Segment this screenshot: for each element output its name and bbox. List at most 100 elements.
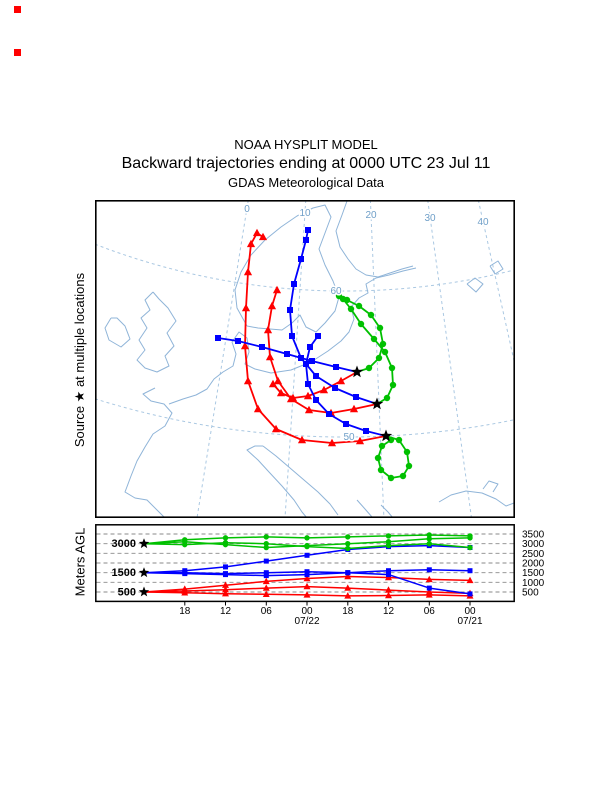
meridian-label: 20: [365, 210, 377, 221]
circle-marker: [385, 542, 392, 549]
square-marker: [298, 256, 304, 262]
coastline: [234, 204, 340, 333]
circle-marker: [370, 335, 378, 343]
circle-marker: [182, 541, 188, 548]
x-tick-label: 06: [424, 606, 436, 617]
left-axis-label: 1500: [112, 567, 136, 579]
x-date-label: 07/21: [457, 616, 482, 627]
meridian-line: [477, 200, 515, 368]
square-marker: [345, 570, 351, 576]
circle-marker: [222, 535, 229, 541]
triangle-marker: [243, 376, 253, 385]
circle-marker: [365, 364, 373, 372]
triangle-marker: [327, 438, 337, 447]
triangle-marker: [276, 388, 286, 397]
triangle-marker: [253, 404, 263, 413]
circle-marker: [304, 535, 310, 541]
square-marker: [263, 558, 269, 564]
meridian-label: 10: [299, 208, 311, 219]
coastline: [136, 291, 177, 373]
triangle-marker: [263, 325, 273, 334]
trajectory-map: 0 10 20 30 40 60 50: [95, 200, 515, 518]
triangle-marker: [268, 379, 278, 388]
coastline: [262, 445, 339, 516]
triangle-marker: [344, 572, 352, 580]
square-marker: [467, 591, 473, 597]
height-line-1500m-b: [143, 544, 471, 574]
circle-marker: [377, 466, 385, 474]
triangle-marker: [262, 584, 270, 591]
plot-description: Backward trajectories ending at 0000 UTC…: [121, 155, 491, 172]
trajectory-path-500m-b: [267, 289, 378, 414]
square-marker: [426, 585, 432, 591]
profile-border: [95, 524, 515, 603]
square-marker: [259, 344, 265, 350]
square-marker: [467, 568, 473, 574]
square-marker: [332, 385, 338, 391]
corner-mark: [14, 49, 21, 56]
triangle-marker: [265, 352, 275, 361]
circle-marker: [375, 354, 383, 362]
square-marker: [343, 421, 349, 427]
square-marker: [353, 394, 359, 400]
square-marker: [386, 568, 391, 574]
circle-marker: [304, 543, 310, 550]
triangle-marker: [246, 239, 256, 248]
circle-marker: [376, 324, 384, 332]
plot-title-block: NOAA HYSPLIT MODEL Backward trajectories…: [0, 136, 612, 192]
parallel-line: [95, 398, 515, 438]
circle-marker: [263, 544, 269, 551]
circle-marker: [345, 545, 351, 552]
circle-marker: [339, 295, 347, 303]
circle-marker: [389, 381, 397, 389]
triangle-marker: [385, 586, 392, 593]
x-tick-label: 12: [220, 606, 232, 617]
square-marker: [291, 281, 297, 287]
square-marker: [307, 344, 313, 350]
square-marker: [287, 307, 293, 313]
right-axis-label: 500: [522, 588, 539, 599]
triangle-marker: [385, 591, 392, 599]
circle-marker: [367, 311, 375, 319]
triangle-marker: [344, 592, 352, 599]
triangle-marker: [262, 577, 270, 585]
circle-marker: [403, 448, 411, 456]
circle-marker: [357, 320, 365, 328]
triangle-marker: [222, 586, 229, 593]
triangle-marker: [304, 405, 314, 414]
circle-marker: [222, 540, 229, 546]
meridian-line: [284, 200, 307, 518]
circle-marker: [426, 540, 432, 547]
square-marker: [309, 358, 315, 364]
triangle-marker: [262, 590, 270, 597]
triangle-marker: [425, 591, 433, 598]
triangle-marker: [222, 581, 229, 588]
coastline: [168, 267, 417, 405]
circle-marker: [467, 544, 473, 551]
triangle-marker: [303, 574, 311, 582]
square-marker: [304, 569, 310, 575]
meridian-line: [369, 200, 385, 518]
coastline: [489, 260, 504, 275]
meridian-label: 40: [477, 217, 489, 228]
square-marker: [263, 573, 269, 579]
model-name: NOAA HYSPLIT MODEL: [234, 137, 378, 152]
circle-marker: [381, 348, 389, 356]
x-date-label: 07/22: [294, 616, 319, 627]
triangle-marker: [303, 582, 311, 590]
circle-marker: [399, 472, 407, 480]
x-tick-label: 12: [383, 606, 395, 617]
square-marker: [298, 355, 304, 361]
square-marker: [313, 373, 319, 379]
x-tick-label: 06: [261, 606, 273, 617]
square-marker: [284, 351, 290, 357]
triangle-marker: [425, 575, 433, 583]
triangle-marker: [252, 228, 262, 237]
circle-marker: [263, 534, 269, 540]
triangle-marker: [349, 404, 359, 413]
left-axis-label: 500: [118, 587, 136, 599]
triangle-marker: [271, 424, 281, 433]
circle-marker: [426, 536, 432, 542]
circle-marker: [345, 540, 351, 547]
